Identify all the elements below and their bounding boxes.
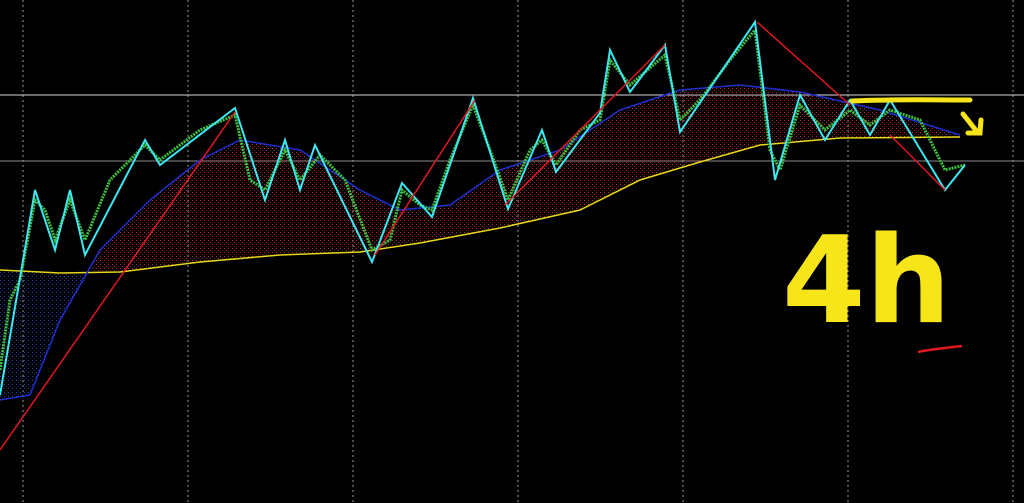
ma-fill-blue xyxy=(0,270,90,400)
ma-fill-red xyxy=(90,85,960,272)
hand-arrow xyxy=(849,97,984,136)
fast-ma xyxy=(0,84,961,401)
slow-ma xyxy=(0,136,961,274)
trend-lines xyxy=(0,21,946,451)
underline xyxy=(917,344,963,354)
zigzag xyxy=(0,19,966,396)
timeframe-label: 4h xyxy=(782,212,951,351)
